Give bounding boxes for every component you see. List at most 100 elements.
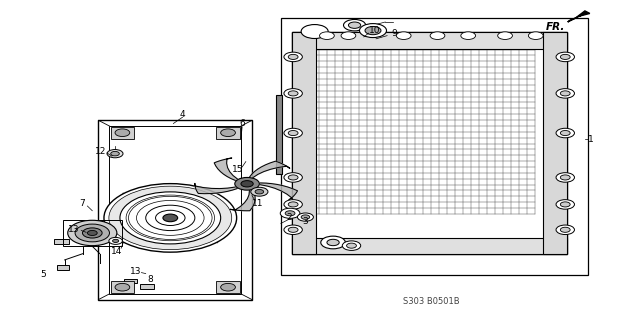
- Bar: [217, 281, 240, 293]
- Polygon shape: [568, 11, 590, 22]
- Circle shape: [288, 175, 298, 180]
- Circle shape: [288, 54, 298, 60]
- Circle shape: [288, 131, 298, 136]
- Circle shape: [83, 228, 102, 238]
- Polygon shape: [250, 161, 290, 178]
- Bar: [281, 18, 588, 275]
- Circle shape: [112, 239, 118, 243]
- Circle shape: [498, 32, 513, 39]
- Circle shape: [280, 208, 300, 218]
- Circle shape: [341, 32, 356, 39]
- Text: 12: 12: [95, 147, 107, 156]
- Circle shape: [556, 52, 574, 62]
- Text: 4: 4: [180, 109, 185, 118]
- Circle shape: [396, 32, 411, 39]
- Circle shape: [107, 149, 123, 158]
- Bar: [292, 32, 567, 253]
- Circle shape: [461, 32, 476, 39]
- Text: 1: 1: [588, 135, 594, 144]
- Polygon shape: [260, 183, 297, 200]
- Circle shape: [284, 225, 302, 235]
- Text: 11: 11: [252, 199, 264, 208]
- Circle shape: [344, 20, 366, 31]
- Circle shape: [255, 189, 263, 194]
- Circle shape: [284, 173, 302, 182]
- Circle shape: [556, 128, 574, 138]
- Bar: [139, 284, 154, 289]
- Circle shape: [104, 184, 237, 252]
- Circle shape: [556, 200, 574, 209]
- Circle shape: [75, 224, 109, 242]
- Circle shape: [349, 22, 361, 28]
- Bar: [292, 32, 317, 253]
- Bar: [276, 95, 282, 174]
- Circle shape: [284, 52, 302, 62]
- Text: S303 B0501B: S303 B0501B: [403, 297, 460, 306]
- Circle shape: [556, 173, 574, 182]
- Circle shape: [556, 225, 574, 235]
- Text: 10: 10: [369, 26, 381, 35]
- Circle shape: [560, 54, 570, 60]
- Text: 7: 7: [80, 199, 85, 208]
- Circle shape: [221, 284, 236, 291]
- Circle shape: [321, 236, 346, 249]
- Text: 9: 9: [392, 29, 397, 38]
- Circle shape: [115, 129, 130, 137]
- Bar: [109, 126, 241, 294]
- Circle shape: [146, 205, 195, 231]
- Circle shape: [560, 175, 570, 180]
- Circle shape: [88, 230, 97, 236]
- Circle shape: [365, 27, 381, 35]
- Circle shape: [284, 200, 302, 209]
- Circle shape: [360, 24, 386, 37]
- Text: 14: 14: [111, 247, 123, 257]
- Bar: [292, 238, 567, 253]
- Circle shape: [560, 202, 570, 207]
- Bar: [292, 32, 567, 49]
- Polygon shape: [195, 183, 237, 194]
- Text: 13: 13: [130, 267, 141, 276]
- Circle shape: [155, 210, 185, 226]
- Circle shape: [285, 211, 295, 216]
- Text: 6: 6: [239, 119, 245, 128]
- Circle shape: [288, 202, 298, 207]
- Text: 13: 13: [68, 225, 80, 234]
- Text: FR.: FR.: [545, 22, 565, 32]
- Bar: [110, 127, 134, 139]
- Bar: [99, 120, 252, 300]
- Circle shape: [110, 151, 119, 156]
- Circle shape: [327, 239, 339, 246]
- Polygon shape: [214, 158, 238, 180]
- Bar: [54, 239, 69, 244]
- Circle shape: [288, 227, 298, 232]
- Bar: [542, 32, 567, 253]
- Polygon shape: [230, 190, 255, 211]
- Circle shape: [528, 32, 543, 39]
- Text: 5: 5: [40, 270, 46, 279]
- Bar: [63, 220, 122, 246]
- Circle shape: [126, 195, 215, 241]
- Circle shape: [251, 187, 268, 196]
- Circle shape: [556, 89, 574, 98]
- Circle shape: [297, 213, 313, 221]
- Circle shape: [301, 215, 310, 219]
- Circle shape: [288, 91, 298, 96]
- Circle shape: [109, 186, 232, 250]
- Circle shape: [115, 284, 130, 291]
- Circle shape: [235, 178, 259, 190]
- Circle shape: [430, 32, 445, 39]
- Circle shape: [347, 243, 357, 248]
- Circle shape: [284, 128, 302, 138]
- Bar: [57, 265, 69, 270]
- Circle shape: [560, 131, 570, 136]
- Text: 15: 15: [232, 165, 244, 174]
- Circle shape: [342, 241, 361, 251]
- Circle shape: [221, 129, 236, 137]
- Bar: [124, 279, 136, 283]
- Text: 3: 3: [302, 217, 308, 226]
- Text: 2: 2: [286, 212, 292, 221]
- Bar: [217, 127, 240, 139]
- Circle shape: [241, 180, 253, 187]
- Circle shape: [68, 220, 117, 246]
- Circle shape: [560, 227, 570, 232]
